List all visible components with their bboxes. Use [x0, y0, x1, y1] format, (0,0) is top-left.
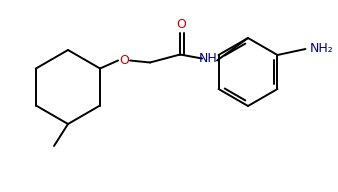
Text: NH₂: NH₂ — [310, 41, 333, 55]
Text: O: O — [119, 54, 129, 67]
Text: O: O — [176, 18, 186, 31]
Text: NH: NH — [199, 52, 217, 65]
